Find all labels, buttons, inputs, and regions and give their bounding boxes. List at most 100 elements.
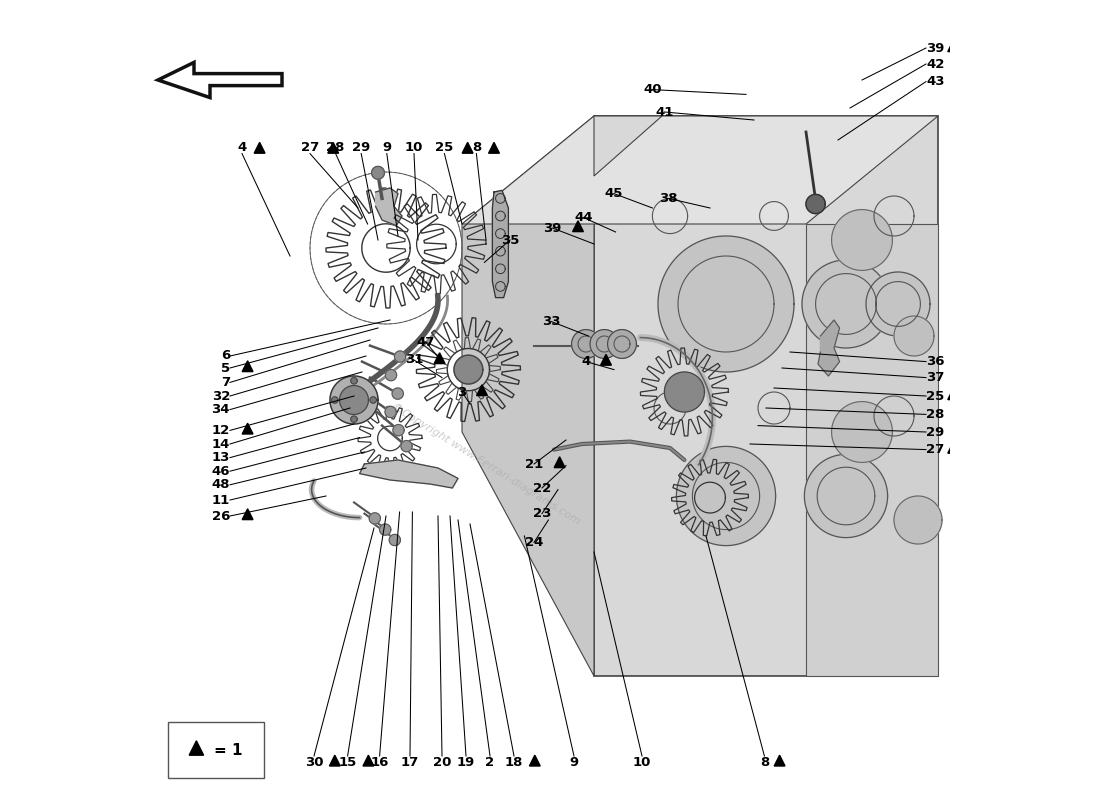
Text: 30: 30: [305, 756, 323, 769]
Text: 21: 21: [525, 458, 543, 470]
Text: 15: 15: [339, 756, 356, 769]
Text: 13: 13: [211, 451, 230, 464]
Polygon shape: [331, 397, 338, 403]
Text: 27: 27: [926, 443, 944, 456]
Text: 23: 23: [532, 507, 551, 520]
Text: = 1: = 1: [214, 743, 242, 758]
Polygon shape: [393, 425, 404, 436]
Polygon shape: [832, 402, 892, 462]
Text: 10: 10: [405, 141, 424, 154]
Text: 24: 24: [525, 536, 543, 549]
Text: 42: 42: [926, 58, 945, 70]
Polygon shape: [590, 330, 619, 358]
Polygon shape: [554, 457, 565, 467]
Polygon shape: [395, 351, 406, 362]
Text: 43: 43: [926, 75, 945, 88]
Text: 48: 48: [211, 478, 230, 491]
Polygon shape: [400, 441, 412, 452]
Text: 32: 32: [211, 390, 230, 402]
Text: 26: 26: [211, 510, 230, 522]
Text: 5: 5: [221, 362, 230, 374]
Polygon shape: [664, 372, 704, 412]
Polygon shape: [462, 142, 473, 153]
Polygon shape: [948, 442, 958, 453]
Polygon shape: [804, 454, 888, 538]
Polygon shape: [360, 460, 458, 488]
Polygon shape: [818, 320, 839, 376]
Text: 9: 9: [570, 756, 579, 769]
Text: 28: 28: [327, 141, 344, 154]
Text: 28: 28: [926, 408, 945, 421]
Polygon shape: [572, 330, 601, 358]
Polygon shape: [330, 376, 378, 424]
Text: 12: 12: [211, 424, 230, 437]
Text: 9: 9: [382, 141, 392, 154]
Polygon shape: [189, 741, 204, 755]
Polygon shape: [370, 397, 376, 403]
Text: 39: 39: [543, 222, 562, 234]
Polygon shape: [385, 370, 397, 381]
Text: 17: 17: [400, 756, 419, 769]
Polygon shape: [328, 142, 339, 153]
Polygon shape: [454, 355, 483, 384]
FancyBboxPatch shape: [806, 224, 938, 676]
Text: 4: 4: [582, 355, 591, 368]
Text: 8: 8: [472, 141, 481, 154]
Polygon shape: [254, 142, 265, 153]
Polygon shape: [802, 260, 890, 348]
Polygon shape: [242, 361, 253, 371]
Text: 8: 8: [760, 756, 769, 769]
Text: 22: 22: [532, 482, 551, 494]
Polygon shape: [894, 316, 934, 356]
Text: 33: 33: [542, 315, 561, 328]
Text: 47: 47: [417, 336, 436, 349]
Polygon shape: [462, 116, 938, 224]
Text: 45: 45: [605, 187, 624, 200]
Polygon shape: [774, 755, 785, 766]
Text: 40: 40: [644, 83, 661, 96]
Polygon shape: [389, 534, 400, 546]
Polygon shape: [529, 755, 540, 766]
Polygon shape: [372, 166, 384, 179]
FancyBboxPatch shape: [167, 722, 264, 778]
Polygon shape: [363, 755, 374, 766]
Polygon shape: [434, 353, 446, 363]
FancyBboxPatch shape: [594, 116, 938, 676]
Text: 7: 7: [221, 376, 230, 389]
Text: 25: 25: [926, 390, 944, 402]
Text: 41: 41: [656, 106, 673, 118]
Text: 6: 6: [221, 350, 230, 362]
Text: 3: 3: [458, 386, 466, 398]
Polygon shape: [676, 446, 776, 546]
Text: ©Copyright www.Ferrari-diagrams.com: ©Copyright www.Ferrari-diagrams.com: [390, 402, 582, 526]
Text: 29: 29: [352, 141, 371, 154]
Text: 38: 38: [659, 192, 678, 205]
Polygon shape: [594, 116, 662, 176]
Polygon shape: [476, 385, 487, 395]
Text: 10: 10: [632, 756, 651, 769]
Polygon shape: [866, 272, 930, 336]
Text: 19: 19: [456, 756, 475, 769]
Polygon shape: [948, 41, 958, 51]
Polygon shape: [493, 190, 508, 298]
Text: 44: 44: [574, 211, 593, 224]
Text: 27: 27: [301, 141, 319, 154]
Polygon shape: [375, 188, 402, 226]
Text: 2: 2: [485, 756, 495, 769]
Polygon shape: [379, 524, 390, 535]
Polygon shape: [351, 378, 358, 384]
Text: 34: 34: [211, 403, 230, 416]
Text: 36: 36: [926, 355, 945, 368]
Polygon shape: [340, 386, 368, 414]
Text: 31: 31: [405, 354, 424, 366]
Polygon shape: [242, 423, 253, 434]
Polygon shape: [462, 116, 594, 676]
Text: 37: 37: [926, 371, 945, 384]
Text: 20: 20: [432, 756, 451, 769]
Polygon shape: [392, 388, 404, 399]
Polygon shape: [948, 389, 958, 399]
Text: 14: 14: [211, 438, 230, 450]
Polygon shape: [242, 509, 253, 520]
Polygon shape: [832, 210, 892, 270]
Polygon shape: [894, 496, 942, 544]
